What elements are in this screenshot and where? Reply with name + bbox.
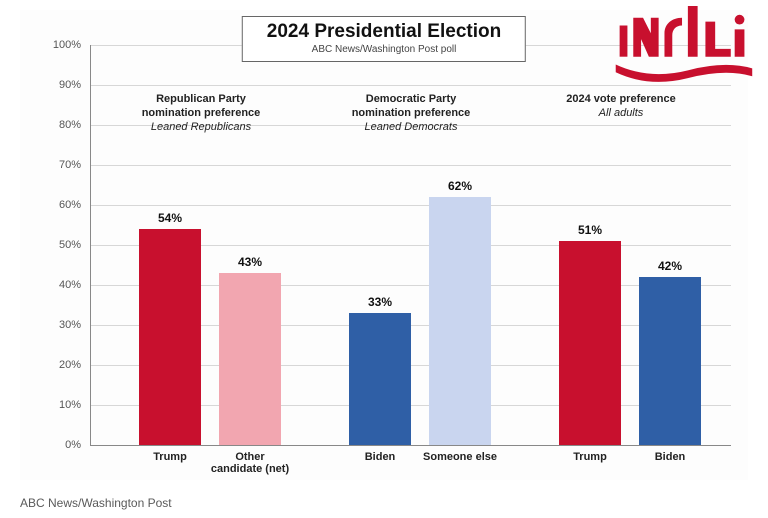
- bar-value-label: 51%: [578, 223, 602, 237]
- gridline: [91, 205, 731, 206]
- x-tick-label: Othercandidate (net): [205, 451, 295, 475]
- bar: 62%: [429, 197, 491, 445]
- y-tick-label: 10%: [59, 399, 91, 411]
- bar-value-label: 43%: [238, 255, 262, 269]
- chart-title: 2024 Presidential Election: [267, 21, 501, 43]
- y-tick-label: 70%: [59, 159, 91, 171]
- bar: 43%: [219, 273, 281, 445]
- y-tick-label: 80%: [59, 119, 91, 131]
- x-tick-label: Biden: [655, 451, 686, 463]
- group-header: 2024 vote preferenceAll adults: [541, 93, 701, 121]
- bar: 42%: [639, 277, 701, 445]
- chart-title-box: 2024 Presidential Election ABC News/Wash…: [242, 16, 526, 62]
- arabic-logo: [608, 6, 758, 89]
- plot-area: 0%10%20%30%40%50%60%70%80%90%100%Republi…: [90, 45, 731, 446]
- y-tick-label: 90%: [59, 79, 91, 91]
- bar: 33%: [349, 313, 411, 445]
- x-tick-label: Someone else: [423, 451, 497, 463]
- y-tick-label: 100%: [53, 39, 91, 51]
- bar-value-label: 54%: [158, 211, 182, 225]
- chart-subtitle: ABC News/Washington Post poll: [267, 44, 501, 55]
- source-credit: ABC News/Washington Post: [20, 496, 172, 510]
- bar: 54%: [139, 229, 201, 445]
- gridline: [91, 165, 731, 166]
- chart-frame: 0% 10% 20% 30% 40% 50% 60% 70% 80% 90% 100% Republi…: [0, 0, 768, 518]
- bar-value-label: 42%: [658, 259, 682, 273]
- y-tick-label: 50%: [59, 239, 91, 251]
- bar-value-label: 33%: [368, 295, 392, 309]
- x-tick-label: Trump: [573, 451, 607, 463]
- y-tick-label: 30%: [59, 319, 91, 331]
- group-header: Democratic Partynomination preferenceLea…: [331, 93, 491, 134]
- y-tick-label: 40%: [59, 279, 91, 291]
- bar: 51%: [559, 241, 621, 445]
- x-tick-label: Trump: [153, 451, 187, 463]
- group-header: Republican Partynomination preferenceLea…: [121, 93, 281, 134]
- y-tick-label: 20%: [59, 359, 91, 371]
- x-tick-label: Biden: [365, 451, 396, 463]
- y-tick-label: 60%: [59, 199, 91, 211]
- bar-value-label: 62%: [448, 179, 472, 193]
- y-tick-label: 0%: [65, 439, 91, 451]
